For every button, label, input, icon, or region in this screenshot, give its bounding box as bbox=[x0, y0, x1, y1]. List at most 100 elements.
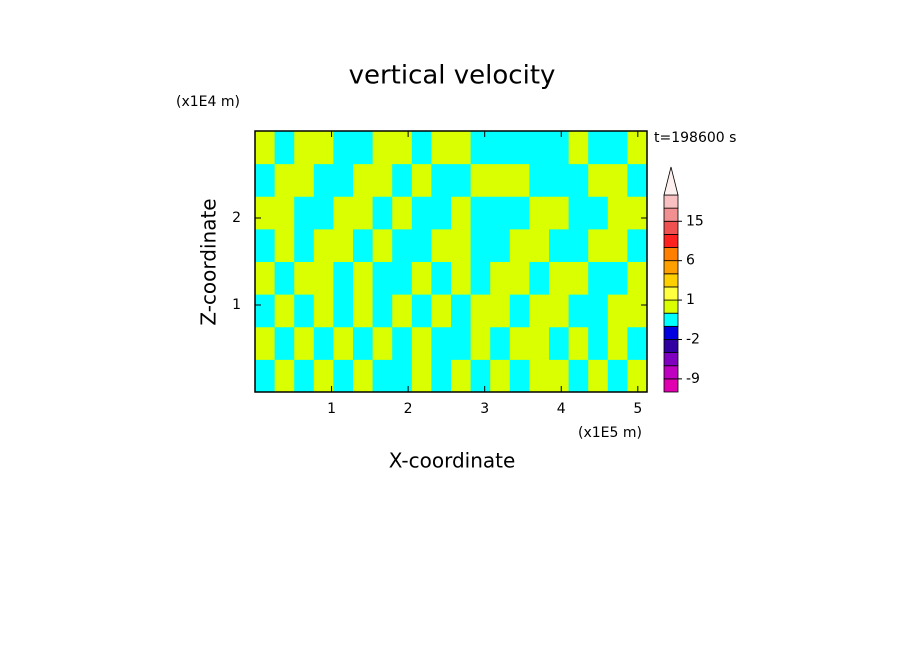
x-tick-label: 5 bbox=[633, 401, 642, 417]
contour-cell bbox=[451, 196, 472, 230]
colorbar-tick-label: -2 bbox=[686, 331, 700, 347]
contour-cell bbox=[470, 196, 491, 230]
contour-cell bbox=[627, 326, 648, 360]
contour-cell bbox=[588, 131, 609, 165]
contour-cell bbox=[392, 261, 413, 295]
contour-cell bbox=[568, 131, 589, 165]
contour-cell bbox=[607, 359, 628, 393]
contour-cell bbox=[313, 326, 334, 360]
contour-cell bbox=[392, 326, 413, 360]
contour-cell bbox=[451, 228, 472, 262]
colorbar-tick-label: 6 bbox=[686, 253, 695, 269]
contour-cell bbox=[392, 196, 413, 230]
contour-cell bbox=[529, 294, 550, 328]
contour-cell bbox=[411, 228, 432, 262]
colorbar-box bbox=[663, 233, 679, 248]
contour-cell bbox=[294, 326, 315, 360]
colorbar-box bbox=[663, 352, 679, 367]
contour-cell bbox=[529, 163, 550, 197]
x-tick-label: 2 bbox=[404, 401, 413, 417]
contour-cell bbox=[255, 228, 276, 262]
contour-cell bbox=[470, 326, 491, 360]
contour-cell bbox=[509, 163, 530, 197]
contour-cell bbox=[294, 261, 315, 295]
colorbar-box bbox=[663, 207, 679, 222]
contour-cell bbox=[274, 228, 295, 262]
contour-cell bbox=[333, 196, 354, 230]
contour-cell bbox=[392, 131, 413, 165]
contour-cell bbox=[392, 228, 413, 262]
x-tick-label: 1 bbox=[327, 401, 336, 417]
contour-cell bbox=[294, 359, 315, 393]
contour-cell bbox=[509, 196, 530, 230]
contour-cell bbox=[431, 326, 452, 360]
contour-cell bbox=[255, 359, 276, 393]
contour-cell bbox=[607, 196, 628, 230]
colorbar-box bbox=[663, 286, 679, 301]
contour-cell bbox=[588, 163, 609, 197]
y-tick-label: 2 bbox=[232, 210, 241, 226]
contour-cell bbox=[372, 359, 393, 393]
contour-cell bbox=[353, 261, 374, 295]
contour-cell bbox=[333, 326, 354, 360]
contour-cell bbox=[431, 228, 452, 262]
contour-cell bbox=[255, 163, 276, 197]
contour-cell bbox=[274, 359, 295, 393]
contour-cell bbox=[274, 294, 295, 328]
y-unit: (x1E4 m) bbox=[176, 94, 240, 110]
chart-title: vertical velocity bbox=[349, 61, 556, 91]
contour-cell bbox=[431, 131, 452, 165]
contour-cell bbox=[372, 228, 393, 262]
contour-cell bbox=[568, 326, 589, 360]
contour-cell bbox=[255, 131, 276, 165]
colorbar-box bbox=[663, 220, 679, 235]
contour-cell bbox=[529, 196, 550, 230]
contour-cell bbox=[313, 196, 334, 230]
contour-cell bbox=[274, 261, 295, 295]
contour-cell bbox=[431, 294, 452, 328]
contour-cell bbox=[627, 359, 648, 393]
contour-cell bbox=[451, 261, 472, 295]
contour-cell bbox=[490, 294, 511, 328]
contour-cell bbox=[451, 163, 472, 197]
contour-cell bbox=[568, 196, 589, 230]
colorbar-box bbox=[663, 312, 679, 327]
contour-cell bbox=[353, 131, 374, 165]
contour-cell bbox=[411, 261, 432, 295]
contour-cell bbox=[607, 163, 628, 197]
contour-cell bbox=[588, 261, 609, 295]
contour-cell bbox=[568, 261, 589, 295]
contour-cell bbox=[529, 359, 550, 393]
contour-cell bbox=[490, 359, 511, 393]
contour-cell bbox=[549, 228, 570, 262]
contour-cell bbox=[588, 326, 609, 360]
contour-cell bbox=[274, 196, 295, 230]
contour-cell bbox=[353, 196, 374, 230]
contour-cell bbox=[353, 359, 374, 393]
contour-cell bbox=[627, 163, 648, 197]
contour-cell bbox=[470, 261, 491, 295]
contour-cell bbox=[372, 131, 393, 165]
contour-cell bbox=[313, 163, 334, 197]
contour-cell bbox=[255, 294, 276, 328]
colorbar-box bbox=[663, 247, 679, 262]
colorbar-box bbox=[663, 299, 679, 314]
contour-cell bbox=[372, 196, 393, 230]
contour-cell bbox=[411, 163, 432, 197]
colorbar-tick-label: 1 bbox=[686, 292, 695, 308]
contour-cell bbox=[607, 131, 628, 165]
contour-cell bbox=[470, 131, 491, 165]
x-tick-label: 4 bbox=[557, 401, 566, 417]
contour-cell bbox=[274, 326, 295, 360]
contour-cell bbox=[333, 294, 354, 328]
contour-cell bbox=[451, 359, 472, 393]
contour-cell bbox=[313, 359, 334, 393]
contour-cell bbox=[313, 228, 334, 262]
contour-cell bbox=[529, 228, 550, 262]
colorbar-tick-label: 15 bbox=[686, 213, 704, 229]
contour-cell bbox=[353, 294, 374, 328]
contour-cell bbox=[451, 131, 472, 165]
contour-cell bbox=[627, 294, 648, 328]
contour-cell bbox=[549, 196, 570, 230]
contour-cell bbox=[490, 196, 511, 230]
